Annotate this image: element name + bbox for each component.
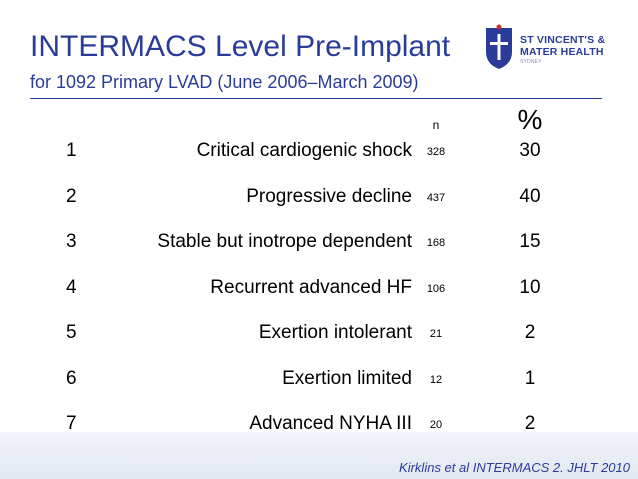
table-row: 7 Advanced NYHA III 20 2	[0, 413, 638, 439]
row-level: 6	[66, 367, 77, 389]
row-description: Advanced NYHA III	[249, 413, 412, 434]
row-level: 4	[66, 276, 77, 298]
logo-text-line1: ST VINCENT'S &	[520, 34, 606, 46]
row-level: 7	[66, 413, 77, 434]
row-n: 168	[426, 237, 446, 249]
row-level: 3	[66, 231, 77, 252]
row-percent: 1	[524, 367, 536, 389]
hospital-logo: ST VINCENT'S & MATER HEALTH SYDNEY	[484, 22, 634, 78]
slide-subtitle: for 1092 Primary LVAD (June 2006–March 2…	[30, 72, 419, 92]
title-divider	[30, 98, 602, 99]
table-row: 3 Stable but inotrope dependent 168 15	[0, 231, 638, 257]
column-header-n: n	[432, 118, 440, 132]
row-percent: 30	[519, 140, 541, 161]
table-row: 5 Exertion intolerant 21 2	[0, 322, 638, 348]
row-description: Exertion limited	[282, 367, 412, 389]
row-percent: 10	[519, 276, 541, 298]
row-description: Recurrent advanced HF	[210, 276, 412, 298]
table-row: 2 Progressive decline 437 40	[0, 186, 638, 212]
row-n: 21	[429, 328, 443, 340]
table-row: 4 Recurrent advanced HF 106 10	[0, 277, 638, 303]
row-n: 328	[426, 146, 446, 158]
column-header-percent: %	[517, 104, 543, 135]
row-description: Critical cardiogenic shock	[196, 140, 412, 161]
row-description: Progressive decline	[246, 185, 412, 207]
row-level: 2	[66, 185, 77, 207]
crest-icon	[486, 24, 512, 69]
logo-text-line3: SYDNEY	[520, 59, 542, 65]
row-percent: 40	[519, 185, 541, 207]
row-description: Exertion intolerant	[258, 322, 412, 343]
row-n: 20	[429, 419, 443, 431]
logo-text-line2: MATER HEALTH	[520, 46, 604, 58]
row-n: 437	[426, 191, 446, 204]
row-percent: 15	[519, 231, 541, 252]
table-row: 1 Critical cardiogenic shock 328 30	[0, 140, 638, 166]
row-percent: 2	[524, 413, 536, 434]
citation: Kirklins et al INTERMACS 2. JHLT 2010	[399, 460, 630, 475]
row-n: 12	[429, 373, 443, 386]
footer-band	[0, 432, 638, 479]
slide-title: INTERMACS Level Pre-Implant	[30, 30, 451, 63]
row-level: 1	[66, 140, 77, 161]
row-level: 5	[66, 322, 77, 343]
row-n: 106	[426, 282, 446, 295]
table-row: 6 Exertion limited 12 1	[0, 368, 638, 394]
row-description: Stable but inotrope dependent	[157, 231, 412, 252]
row-percent: 2	[524, 322, 536, 343]
